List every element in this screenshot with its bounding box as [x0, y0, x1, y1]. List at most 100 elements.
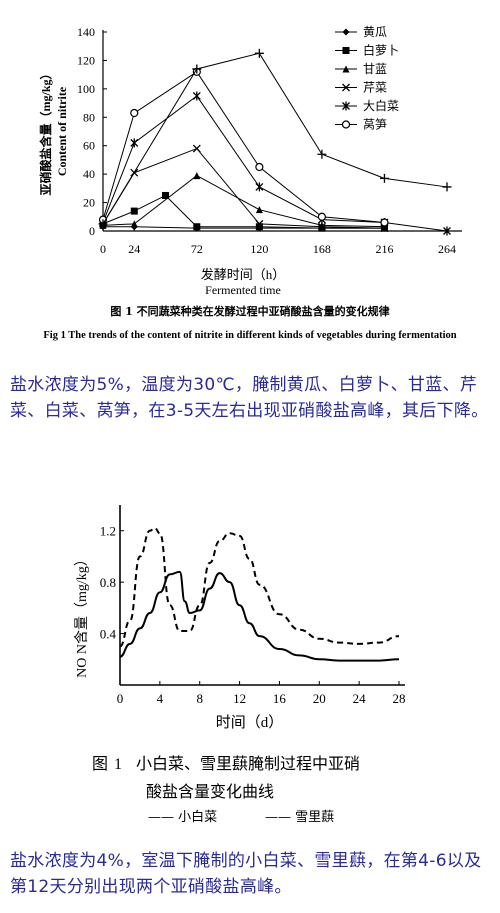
legend-marker	[342, 83, 350, 92]
legend-label: 黄瓜	[363, 25, 387, 39]
legend-entry: 大白菜	[335, 98, 399, 113]
legend-marker	[341, 120, 351, 129]
data-point	[130, 138, 139, 148]
legend-marker	[342, 101, 350, 111]
paragraph-2: 盐水浓度为4%，室温下腌制的小白菜、雪里蕻，在第4-6以及第12天分别出现两个亚…	[10, 851, 482, 897]
legend-entry: 黄瓜	[335, 25, 387, 39]
legend-marker	[342, 47, 350, 54]
x-axis-title-cn: 发酵时间（h）	[201, 267, 286, 282]
paragraph-1: 盐水浓度为5%，温度为30℃，腌制黄瓜、白萝卜、甘蓝、芹菜、白菜、莴笋，在3-5…	[10, 375, 489, 421]
data-point	[317, 212, 327, 221]
legend-marker	[342, 65, 350, 73]
data-point	[255, 182, 264, 192]
y-tick-label: 100	[77, 82, 95, 96]
data-point	[254, 48, 264, 58]
data-point	[193, 172, 201, 180]
fig2-caption-number: 1	[114, 756, 123, 773]
legend-entry: 芹菜	[335, 81, 387, 95]
fig2-caption-line2: 酸盐含量变化曲线	[146, 782, 275, 801]
x-tick-label: 8	[196, 691, 203, 706]
data-point	[130, 108, 139, 118]
x-tick-label: 216	[375, 242, 393, 256]
series-line	[102, 95, 448, 232]
data-point	[98, 219, 108, 229]
y-tick-label: 0.8	[100, 575, 116, 590]
series-1-line	[119, 570, 400, 662]
legend-label: 大白菜	[363, 98, 399, 113]
x-tick-label: 264	[438, 242, 456, 256]
x-tick-label: 4	[157, 691, 164, 706]
y-axis-title-en: Content of nitrite	[55, 86, 69, 176]
data-point	[162, 191, 170, 199]
x-tick-label: 20	[313, 691, 326, 706]
legend-marker	[342, 28, 350, 36]
fig2-legend-dashed: —— 雪里蕻	[265, 810, 335, 825]
data-point	[255, 162, 264, 172]
series-line	[102, 174, 385, 228]
legend-label: 莴笋	[363, 117, 387, 132]
data-point	[192, 144, 201, 153]
x-tick-label: 0	[117, 691, 124, 706]
fig2-caption-prefix: 图	[92, 754, 109, 773]
y-tick-label: 80	[83, 110, 95, 124]
data-point	[130, 207, 138, 215]
fig2-caption-text1: 小白菜、雪里蕻腌制过程中亚硝	[136, 754, 361, 773]
fig2-legend-solid-label: 小白菜	[178, 810, 218, 825]
data-point	[193, 223, 201, 231]
fig2-legend-dashed-label: 雪里蕻	[295, 810, 335, 825]
legend-entry: 莴笋	[335, 117, 387, 132]
fig2-legend-solid: —— 小白菜	[148, 810, 218, 825]
x-axis-title: 时间（d）	[216, 714, 284, 731]
x-tick-label: 0	[100, 242, 106, 256]
nitrite-trend-chart-fig1: 0 20 40 60 80 100 120 140 0 24 72 120 168 216 264 发酵时间（…	[38, 25, 462, 297]
fig1-caption-cn: 图 1 不同蔬菜种类在发酵过程中亚硝酸盐含量的变化规律	[110, 305, 390, 318]
legend-label: 甘蓝	[363, 62, 387, 76]
data-point	[130, 220, 138, 228]
x-tick-label: 24	[353, 691, 367, 706]
legend-label: 芹菜	[363, 81, 387, 95]
legend-entry: 甘蓝	[335, 62, 387, 76]
data-point	[255, 206, 263, 214]
x-tick-label: 72	[191, 242, 203, 256]
x-tick-label: 16	[273, 691, 287, 706]
series-line	[102, 194, 385, 229]
data-point	[255, 219, 264, 228]
series-line	[102, 71, 385, 223]
y-tick-label: 60	[83, 139, 95, 153]
legend-entry: 白萝卜	[335, 43, 399, 58]
y-axis-title: NO N含量（mg/kg）	[74, 552, 90, 678]
y-tick-label: 0.4	[100, 627, 117, 642]
y-tick-label: 0	[89, 224, 95, 238]
series-2-line	[119, 527, 400, 648]
x-tick-label: 28	[393, 691, 406, 706]
x-tick-label: 24	[128, 242, 140, 256]
x-tick-label: 168	[313, 242, 331, 256]
legend-label: 白萝卜	[363, 43, 399, 58]
series-line	[102, 52, 448, 225]
data-point	[192, 91, 201, 101]
fig2-caption-line1: 图 1 小白菜、雪里蕻腌制过程中亚硝	[92, 750, 360, 774]
data-point	[317, 149, 327, 159]
y-tick-label: 120	[77, 53, 95, 67]
series-7	[98, 48, 452, 229]
y-axis-title-cn: 亚硝酸盐含量（mg/kg）	[38, 67, 53, 195]
x-axis-title-en: Fermented time	[205, 283, 281, 297]
y-tick-label: 40	[83, 167, 95, 181]
fig1-caption-en: Fig 1 The trends of the content of nitri…	[43, 330, 457, 341]
y-tick-label: 140	[77, 25, 95, 39]
data-point	[192, 64, 202, 74]
nitrite-curve-chart-fig2: 0.4 0.8 1.2 0 4 8 12 16 20 24 28 时间（d） NO N含量（mg/kg）	[74, 505, 406, 731]
data-point	[442, 182, 452, 192]
y-tick-label: 20	[83, 196, 95, 210]
x-tick-label: 120	[250, 242, 268, 256]
series-3	[99, 172, 388, 231]
data-point	[255, 223, 263, 231]
data-point	[317, 222, 326, 231]
data-point	[443, 226, 451, 236]
data-point	[379, 173, 389, 183]
y-tick-label: 1.2	[100, 524, 116, 539]
x-tick-label: 12	[233, 691, 246, 706]
series-6	[98, 67, 389, 227]
series-line	[102, 147, 385, 229]
data-point	[380, 218, 389, 227]
